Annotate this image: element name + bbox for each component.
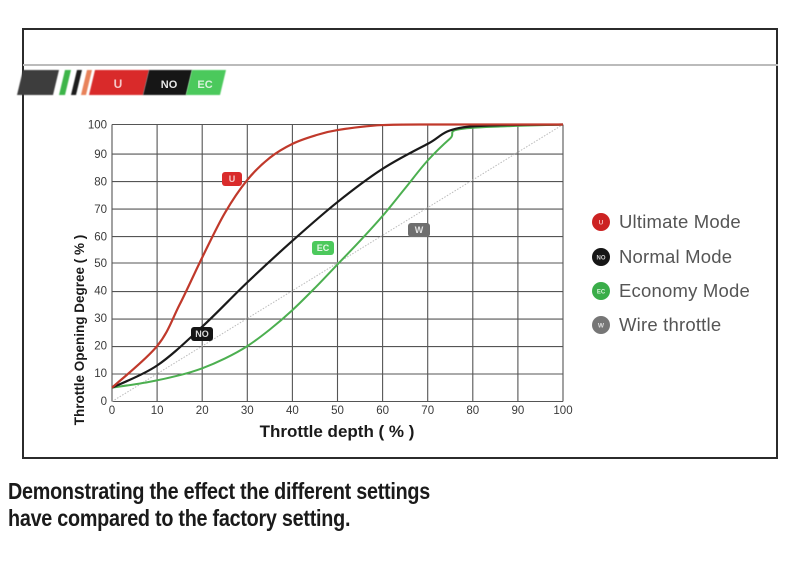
svg-text:U: U (599, 220, 604, 227)
svg-text:100: 100 (553, 405, 572, 417)
svg-text:10: 10 (94, 368, 107, 380)
svg-text:NO: NO (195, 329, 209, 339)
svg-text:Wire throttle: Wire throttle (619, 314, 721, 335)
svg-text:0: 0 (101, 396, 107, 408)
svg-text:U: U (229, 174, 236, 184)
svg-text:Ultimate Mode: Ultimate Mode (619, 211, 741, 232)
svg-text:EC: EC (317, 243, 330, 253)
svg-text:40: 40 (286, 405, 299, 417)
svg-text:80: 80 (94, 177, 107, 189)
svg-text:W: W (415, 225, 424, 235)
svg-text:Normal Mode: Normal Mode (619, 246, 732, 267)
svg-text:50: 50 (94, 258, 107, 270)
svg-text:100: 100 (88, 120, 107, 132)
svg-text:40: 40 (94, 286, 107, 298)
svg-text:W: W (598, 323, 605, 330)
svg-text:70: 70 (421, 405, 434, 417)
svg-text:NO: NO (597, 256, 606, 262)
svg-text:80: 80 (466, 405, 479, 417)
svg-text:0: 0 (109, 405, 115, 417)
svg-text:90: 90 (94, 149, 107, 161)
svg-text:30: 30 (241, 405, 254, 417)
svg-text:30: 30 (94, 313, 107, 325)
svg-text:20: 20 (196, 405, 209, 417)
svg-text:50: 50 (331, 405, 344, 417)
svg-text:Economy Mode: Economy Mode (619, 280, 750, 301)
svg-text:EC: EC (597, 290, 606, 296)
svg-text:Throttle Opening Degree ( % ): Throttle Opening Degree ( % ) (72, 235, 87, 426)
svg-text:10: 10 (151, 405, 164, 417)
svg-text:60: 60 (94, 232, 107, 244)
svg-text:60: 60 (376, 405, 389, 417)
svg-text:70: 70 (94, 204, 107, 216)
svg-text:20: 20 (94, 341, 107, 353)
svg-text:90: 90 (512, 405, 525, 417)
svg-text:Throttle depth ( % ): Throttle depth ( % ) (260, 422, 415, 441)
